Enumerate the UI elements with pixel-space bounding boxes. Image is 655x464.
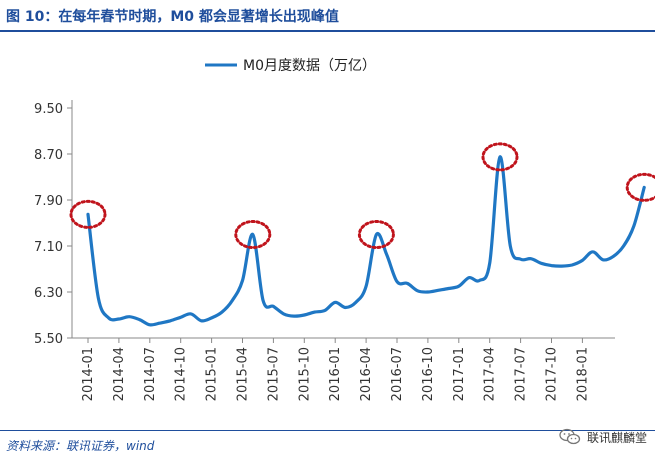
- legend-label: M0月度数据（万亿）: [243, 58, 376, 74]
- peak-highlight-circle: [69, 199, 107, 229]
- y-tick-label: 7.10: [34, 240, 63, 255]
- figure-header: 图 10：在每年春节时期，M0 都会显著增长出现峰值: [0, 0, 655, 30]
- x-tick-label: 2016-04: [359, 347, 374, 401]
- y-tick-label: 5.50: [34, 332, 63, 347]
- brand-name: 联讯麒麟堂: [586, 430, 647, 445]
- x-tick-label: 2017-01: [452, 347, 467, 401]
- x-tick-label: 2018-01: [575, 347, 590, 401]
- x-tick-label: 2017-07: [514, 347, 529, 401]
- y-tick-label: 8.70: [34, 148, 63, 163]
- x-tick-label: 2017-04: [483, 347, 498, 401]
- y-tick-label: 6.30: [34, 286, 63, 301]
- peak-highlight-circle: [481, 142, 519, 172]
- m0-line-chart: M0月度数据（万亿） 5.50 6.30 7.10 7.90 8.70 9.50 2014…: [34, 58, 655, 401]
- peak-highlights: [69, 142, 655, 249]
- x-tick-label: 2014-01: [81, 347, 96, 401]
- x-tick-label: 2014-07: [143, 347, 158, 401]
- x-tick-label: 2017-10: [545, 347, 560, 401]
- x-tick-label: 2015-01: [205, 347, 220, 401]
- series-layer: [86, 155, 646, 327]
- figure-title: 图 10：在每年春节时期，M0 都会显著增长出现峰值: [6, 9, 339, 25]
- x-tick-label: 2014-04: [112, 347, 127, 401]
- peak-highlight-circle: [357, 220, 395, 249]
- x-axis: 2014-01 2014-04 2014-07 2014-10 2015-01 2015-…: [72, 337, 615, 401]
- peak-highlight-circle: [234, 220, 272, 249]
- y-tick-label: 7.90: [34, 194, 63, 209]
- wechat-icon: [559, 428, 581, 445]
- footer-divider: [0, 430, 655, 431]
- x-tick-label: 2015-04: [236, 347, 251, 401]
- x-tick-label: 2015-10: [297, 347, 312, 401]
- x-tick-label: 2014-10: [174, 347, 189, 401]
- y-tick-label: 9.50: [34, 102, 63, 117]
- series-line-m0: [86, 155, 646, 327]
- peak-highlight-circle: [625, 172, 655, 202]
- chart-legend: M0月度数据（万亿）: [205, 58, 376, 74]
- x-tick-label: 2016-01: [328, 347, 343, 401]
- y-axis: 5.50 6.30 7.10 7.90 8.70 9.50: [34, 100, 73, 347]
- source-note: 资料来源：联讯证券，wind: [6, 439, 155, 453]
- header-divider: [0, 30, 655, 32]
- x-tick-label: 2016-07: [390, 347, 405, 401]
- brand-watermark: 联讯麒麟堂: [559, 428, 647, 446]
- x-tick-label: 2015-07: [266, 347, 281, 401]
- x-tick-label: 2016-10: [421, 347, 436, 401]
